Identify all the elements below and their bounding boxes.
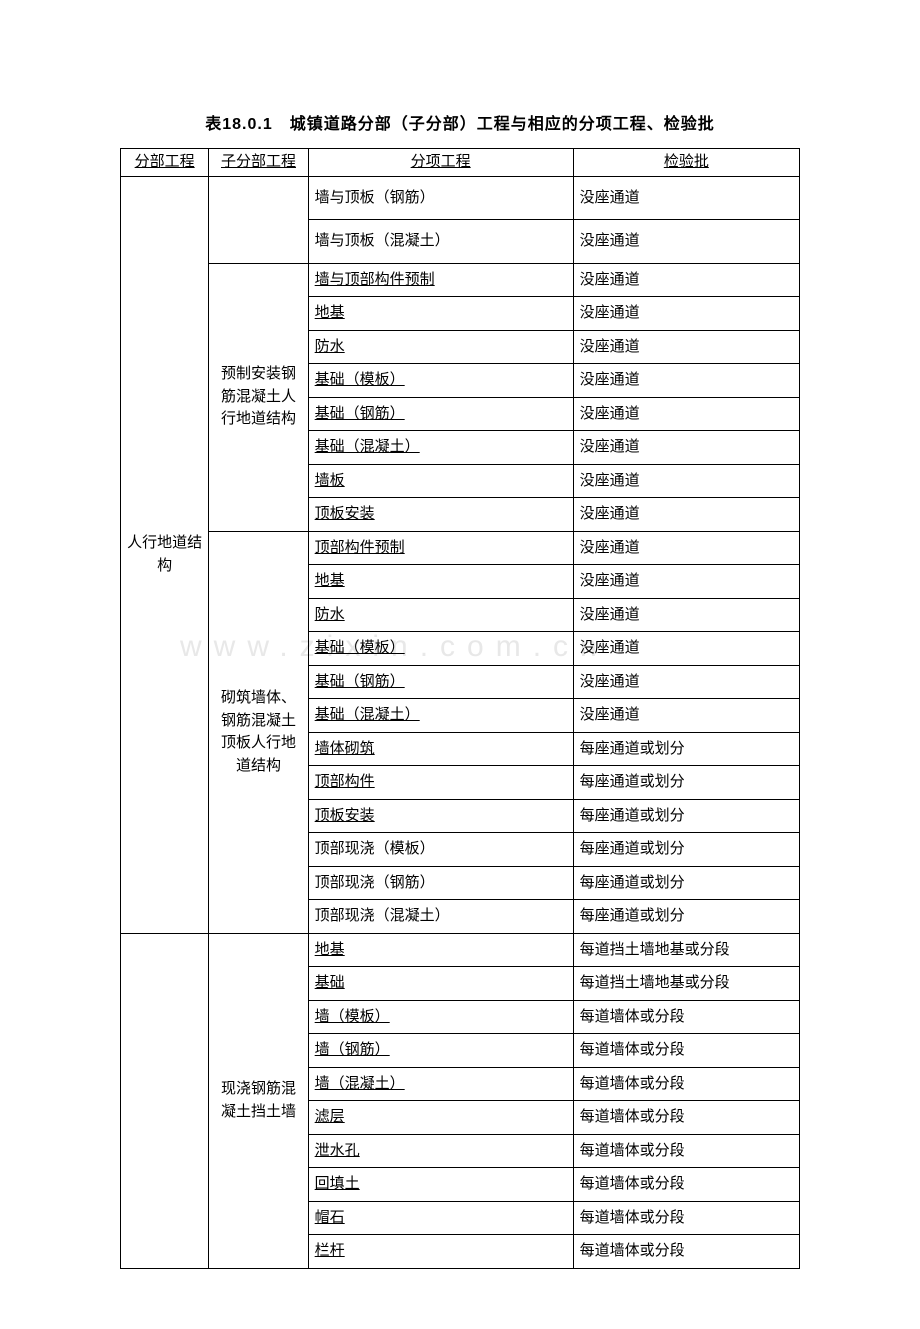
cell-jianyanpi: 没座通道: [573, 220, 799, 264]
cell-jianyanpi: 没座通道: [573, 699, 799, 733]
table-body: 人行地道结构墙与顶板（钢筋）没座通道墙与顶板（混凝土）没座通道预制安装钢筋混凝土…: [121, 176, 800, 1268]
cell-jianyanpi: 每道墙体或分段: [573, 1235, 799, 1269]
table-row: 现浇钢筋混凝土挡土墙地基每道挡土墙地基或分段: [121, 933, 800, 967]
cell-fenxiang: 顶部现浇（钢筋）: [308, 866, 573, 900]
cell-jianyanpi: 没座通道: [573, 176, 799, 220]
cell-jianyanpi: 没座通道: [573, 431, 799, 465]
cell-fenxiang: 泄水孔: [308, 1134, 573, 1168]
cell-fenxiang: 墙（钢筋）: [308, 1034, 573, 1068]
header-col2: 子分部工程: [209, 149, 308, 177]
cell-jianyanpi: 每道墙体或分段: [573, 1067, 799, 1101]
cell-zifenbu: [209, 176, 308, 263]
cell-zifenbu: 现浇钢筋混凝土挡土墙: [209, 933, 308, 1268]
cell-jianyanpi: 没座通道: [573, 464, 799, 498]
cell-jianyanpi: 每座通道或划分: [573, 732, 799, 766]
cell-jianyanpi: 没座通道: [573, 565, 799, 599]
cell-jianyanpi: 没座通道: [573, 364, 799, 398]
cell-jianyanpi: 没座通道: [573, 632, 799, 666]
cell-fenxiang: 墙与顶板（混凝土）: [308, 220, 573, 264]
cell-zifenbu: 砌筑墙体、钢筋混凝土顶板人行地道结构: [209, 531, 308, 933]
cell-fenxiang: 墙与顶部构件预制: [308, 263, 573, 297]
cell-jianyanpi: 没座通道: [573, 397, 799, 431]
cell-zifenbu: 预制安装钢筋混凝土人行地道结构: [209, 263, 308, 531]
cell-jianyanpi: 每座通道或划分: [573, 866, 799, 900]
cell-fenxiang: 墙（混凝土）: [308, 1067, 573, 1101]
cell-jianyanpi: 没座通道: [573, 598, 799, 632]
cell-fenxiang: 顶板安装: [308, 799, 573, 833]
cell-fenxiang: 防水: [308, 598, 573, 632]
header-col4: 检验批: [573, 149, 799, 177]
cell-fenxiang: 回填土: [308, 1168, 573, 1202]
cell-fenxiang: 墙板: [308, 464, 573, 498]
table-row: 砌筑墙体、钢筋混凝土顶板人行地道结构顶部构件预制没座通道: [121, 531, 800, 565]
header-col3: 分项工程: [308, 149, 573, 177]
cell-jianyanpi: 每道墙体或分段: [573, 1201, 799, 1235]
cell-jianyanpi: 每道挡土墙地基或分段: [573, 967, 799, 1001]
cell-fenbu: [121, 933, 209, 1268]
cell-fenxiang: 地基: [308, 565, 573, 599]
cell-fenxiang: 墙（模板）: [308, 1000, 573, 1034]
cell-jianyanpi: 每道挡土墙地基或分段: [573, 933, 799, 967]
cell-fenxiang: 基础（混凝土）: [308, 699, 573, 733]
cell-jianyanpi: 每座通道或划分: [573, 799, 799, 833]
main-table: 分部工程 子分部工程 分项工程 检验批 人行地道结构墙与顶板（钢筋）没座通道墙与…: [120, 148, 800, 1269]
cell-fenbu: 人行地道结构: [121, 176, 209, 933]
cell-fenxiang: 滤层: [308, 1101, 573, 1135]
cell-fenxiang: 基础（钢筋）: [308, 665, 573, 699]
cell-fenxiang: 基础: [308, 967, 573, 1001]
cell-jianyanpi: 每座通道或划分: [573, 900, 799, 934]
cell-fenxiang: 顶部现浇（模板）: [308, 833, 573, 867]
cell-jianyanpi: 没座通道: [573, 263, 799, 297]
cell-jianyanpi: 每道墙体或分段: [573, 1000, 799, 1034]
cell-jianyanpi: 每座通道或划分: [573, 833, 799, 867]
cell-jianyanpi: 每道墙体或分段: [573, 1168, 799, 1202]
cell-jianyanpi: 每道墙体或分段: [573, 1134, 799, 1168]
document-content: 表18.0.1 城镇道路分部（子分部）工程与相应的分项工程、检验批 分部工程 子…: [120, 110, 800, 1269]
cell-jianyanpi: 每道墙体或分段: [573, 1034, 799, 1068]
cell-jianyanpi: 没座通道: [573, 531, 799, 565]
cell-jianyanpi: 没座通道: [573, 498, 799, 532]
cell-jianyanpi: 每座通道或划分: [573, 766, 799, 800]
table-row: 预制安装钢筋混凝土人行地道结构墙与顶部构件预制没座通道: [121, 263, 800, 297]
cell-fenxiang: 地基: [308, 297, 573, 331]
cell-fenxiang: 基础（钢筋）: [308, 397, 573, 431]
table-row: 人行地道结构墙与顶板（钢筋）没座通道: [121, 176, 800, 220]
cell-fenxiang: 基础（模板）: [308, 364, 573, 398]
table-header-row: 分部工程 子分部工程 分项工程 检验批: [121, 149, 800, 177]
cell-fenxiang: 墙与顶板（钢筋）: [308, 176, 573, 220]
cell-fenxiang: 基础（模板）: [308, 632, 573, 666]
cell-fenxiang: 基础（混凝土）: [308, 431, 573, 465]
header-col1: 分部工程: [121, 149, 209, 177]
cell-fenxiang: 顶部构件: [308, 766, 573, 800]
cell-fenxiang: 墙体砌筑: [308, 732, 573, 766]
cell-jianyanpi: 每道墙体或分段: [573, 1101, 799, 1135]
cell-fenxiang: 栏杆: [308, 1235, 573, 1269]
cell-fenxiang: 顶部构件预制: [308, 531, 573, 565]
cell-fenxiang: 帽石: [308, 1201, 573, 1235]
cell-fenxiang: 顶部现浇（混凝土）: [308, 900, 573, 934]
cell-jianyanpi: 没座通道: [573, 330, 799, 364]
cell-fenxiang: 地基: [308, 933, 573, 967]
cell-jianyanpi: 没座通道: [573, 665, 799, 699]
cell-fenxiang: 防水: [308, 330, 573, 364]
cell-fenxiang: 顶板安装: [308, 498, 573, 532]
cell-jianyanpi: 没座通道: [573, 297, 799, 331]
table-title: 表18.0.1 城镇道路分部（子分部）工程与相应的分项工程、检验批: [120, 110, 800, 134]
